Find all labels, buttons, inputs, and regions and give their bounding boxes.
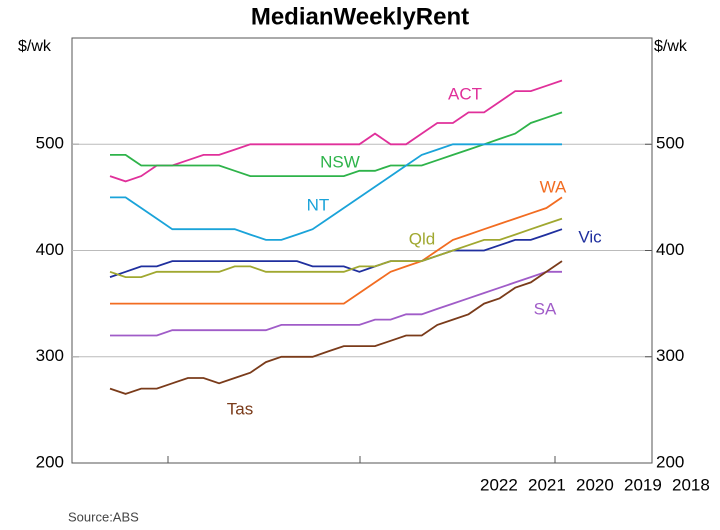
series-label: NSW — [320, 152, 360, 171]
x-tick-label: 2020 — [576, 475, 614, 494]
series-label: Qld — [409, 229, 435, 248]
y-tick-label: 400 — [36, 240, 64, 259]
y-axis-unit: $/wk — [18, 38, 52, 55]
series-line — [109, 260, 563, 395]
y2-tick-label: 400 — [656, 240, 684, 259]
series-line — [109, 217, 563, 278]
series-label: SA — [534, 299, 557, 318]
series-line — [109, 79, 563, 183]
x-tick-label: 2022 — [480, 475, 518, 494]
x-tick-label: 2021 — [528, 475, 566, 494]
y-tick-label: 300 — [36, 346, 64, 365]
series-label: WA — [540, 177, 567, 196]
series-line — [110, 111, 563, 177]
x-tick-label: 2019 — [624, 475, 662, 494]
x-tick-label: 2018 — [672, 475, 710, 494]
chart-title: MedianWeeklyRent — [251, 3, 469, 30]
y2-tick-label: 500 — [656, 134, 684, 153]
series-line — [110, 270, 562, 337]
series-label: ACT — [448, 84, 482, 103]
series-line — [110, 143, 562, 241]
series-line — [109, 228, 563, 278]
series-label: NT — [307, 195, 330, 214]
y-tick-label: 500 — [36, 134, 64, 153]
y-tick-label: 200 — [36, 452, 64, 471]
y2-axis-unit: $/wk — [654, 38, 688, 55]
source-note: Source:ABS — [68, 509, 139, 524]
series-label: Tas — [227, 399, 253, 418]
series-line — [110, 196, 563, 305]
y2-tick-label: 300 — [656, 346, 684, 365]
y2-tick-label: 200 — [656, 452, 684, 471]
series-label: Vic — [578, 227, 602, 246]
